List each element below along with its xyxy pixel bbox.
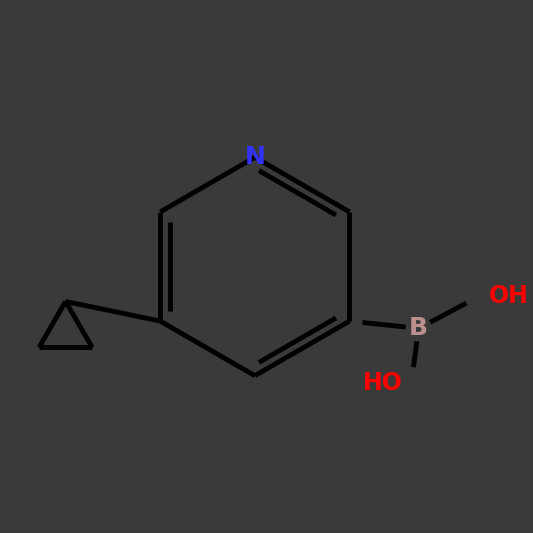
- Text: HO: HO: [363, 371, 402, 395]
- Text: N: N: [245, 146, 265, 169]
- Text: B: B: [409, 317, 428, 341]
- Text: OH: OH: [489, 284, 529, 308]
